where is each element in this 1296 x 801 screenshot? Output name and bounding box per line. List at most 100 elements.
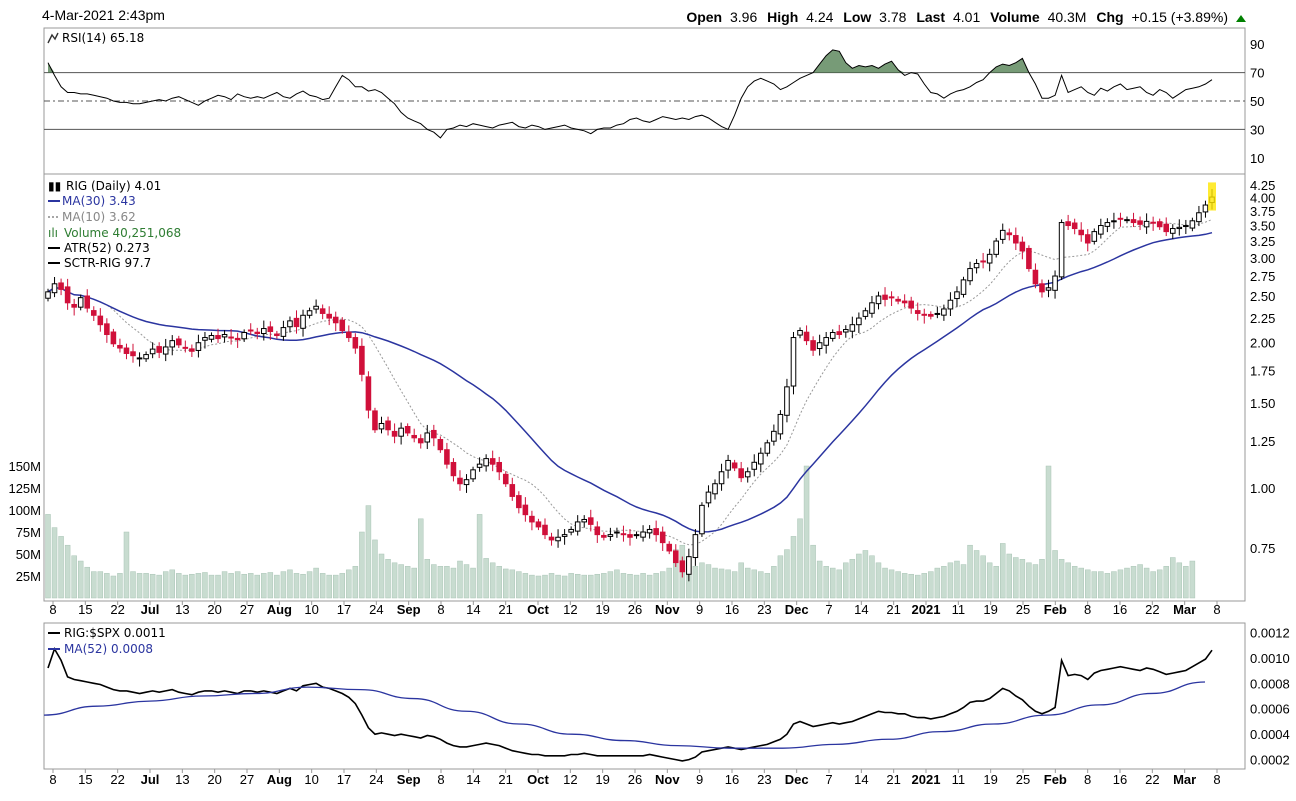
candle-body-up [993,240,999,255]
candle-body-down [104,323,110,336]
candle [104,318,110,343]
candle [483,454,489,472]
volume-bar [777,555,784,599]
candle [346,325,352,343]
price-x-tick-label: 10 [304,602,318,617]
volume-bar [836,569,842,599]
price-x-tick-label: 22 [1145,602,1159,617]
candle-body-down [666,543,673,552]
price-x-tick-label: Nov [655,602,680,617]
volume-bar [1111,571,1117,599]
volume-bar [319,573,326,599]
candle [627,529,633,546]
candle-body-down [1078,229,1085,236]
candle-body-up [1183,225,1189,228]
volume-bar [411,567,417,599]
price-x-tick-label: 14 [854,602,868,617]
candle-body-down [228,336,234,339]
price-x-tick-label: Oct [527,602,549,617]
candle-body-down [411,434,417,439]
volume-bar [254,574,260,599]
volume-bar [1150,571,1156,599]
candle [1163,217,1170,237]
candle [319,304,326,320]
volume-bar [91,571,97,599]
volume-bar [895,571,901,599]
price-tick-label: 4.25 [1250,178,1275,193]
candle [928,311,934,320]
volume-bar [1039,559,1045,599]
volume-bar [1026,562,1032,599]
volume-bar [404,566,411,599]
candle [587,509,594,532]
volume-bar [516,571,522,599]
candle-body-up [45,291,51,299]
volume-bar [633,574,640,599]
volume-bar [71,555,77,599]
candle [659,526,666,551]
candle [293,310,300,334]
price-layer [45,182,1216,582]
volume-bar [810,544,816,599]
candle [476,457,483,472]
candle-body-up [470,469,476,480]
volume-bar [84,566,90,599]
candle-body-down [908,300,914,309]
volume-bar [195,573,202,599]
volume-bar [914,574,921,599]
price-tick-label: 1.50 [1250,396,1275,411]
candle [496,456,503,481]
volume-bar [731,571,738,599]
candle [162,338,169,362]
candle-body-up [797,330,803,336]
volume-bar [928,571,934,599]
candle [672,544,679,568]
candle [287,316,293,333]
candle [208,332,215,343]
price-x-tick-label: Jul [141,602,160,617]
price-tick-label: 3.25 [1250,234,1275,249]
candle [771,424,777,446]
volume-bar [444,566,450,599]
candle-body-up [561,534,568,537]
volume-bar [1052,550,1058,599]
volume-bar [130,571,136,599]
candle [640,525,646,542]
rsi-tick-label: 10 [1250,151,1264,166]
candle [790,331,797,395]
candle [58,278,64,296]
candle [1117,212,1124,227]
ratio-x-tick-label: 14 [466,772,480,787]
volume-bar [1013,557,1019,599]
candle [561,529,568,545]
volume-bar [1130,566,1137,599]
candle-body-down [130,351,136,357]
volume-bar [692,566,699,599]
volume-bar [489,562,496,599]
candle [489,450,496,472]
candle-body-up [280,327,287,337]
volume-bar [548,573,555,599]
volume-bar [764,573,771,599]
candle [980,252,986,269]
price-tick-label: 2.25 [1250,311,1275,326]
ratio-x-tick-label: 10 [304,772,318,787]
volume-bar [385,559,391,599]
candle-body-down [339,319,346,332]
candle [313,299,319,314]
price-tick-label: 3.75 [1250,204,1275,219]
volume-bar [1045,465,1052,599]
candle [1150,216,1156,231]
candle [633,531,640,539]
volume-bar [627,573,633,599]
candle [862,307,869,320]
ma30-legend: MA(30) 3.43 [62,194,136,208]
candle-body-up [790,337,797,387]
candle-body-up [757,452,764,465]
ratio-line [47,646,1213,762]
candle [882,287,888,307]
volume-bar [418,518,424,599]
price-x-tick-label: 15 [78,602,92,617]
candle [143,351,149,362]
candle [1006,228,1013,241]
